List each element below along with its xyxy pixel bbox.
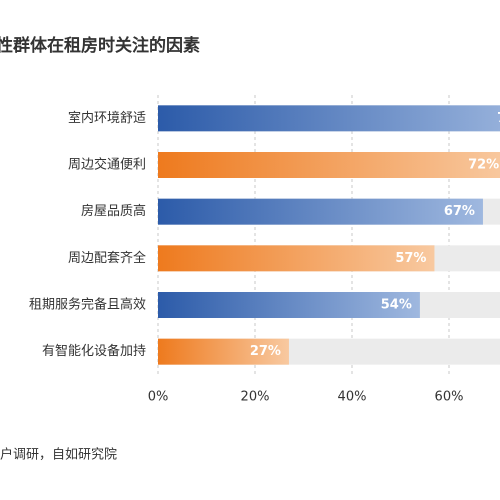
y-tick-label: 周边配套齐全 <box>68 250 146 266</box>
bar <box>158 105 500 132</box>
data-label: 27% <box>250 344 281 359</box>
y-tick-label: 有智能化设备加持 <box>42 343 146 359</box>
chart-title: 性群体在租房时关注的因素 <box>0 35 200 56</box>
data-label: 54% <box>381 298 412 313</box>
x-tick-label: 40% <box>338 390 367 405</box>
bar <box>158 152 500 178</box>
bar <box>158 245 435 272</box>
y-tick-label: 周边交通便利 <box>68 157 146 173</box>
y-tick-label: 室内环境舒适 <box>68 110 146 126</box>
bar <box>158 338 289 365</box>
data-label: 72% <box>468 158 499 173</box>
x-tick-label: 60% <box>435 390 464 405</box>
x-tick-label: 20% <box>241 390 270 405</box>
data-label: 78% <box>497 111 500 126</box>
y-tick-label: 房屋品质高 <box>81 203 146 219</box>
bar <box>158 198 483 225</box>
y-tick-label: 租期服务完备且高效 <box>29 297 146 313</box>
source: 户调研，自如研究院 <box>0 447 117 463</box>
x-tick-label: 0% <box>148 390 169 405</box>
bar <box>158 292 420 318</box>
data-label: 67% <box>444 204 475 219</box>
data-label: 57% <box>395 251 426 266</box>
